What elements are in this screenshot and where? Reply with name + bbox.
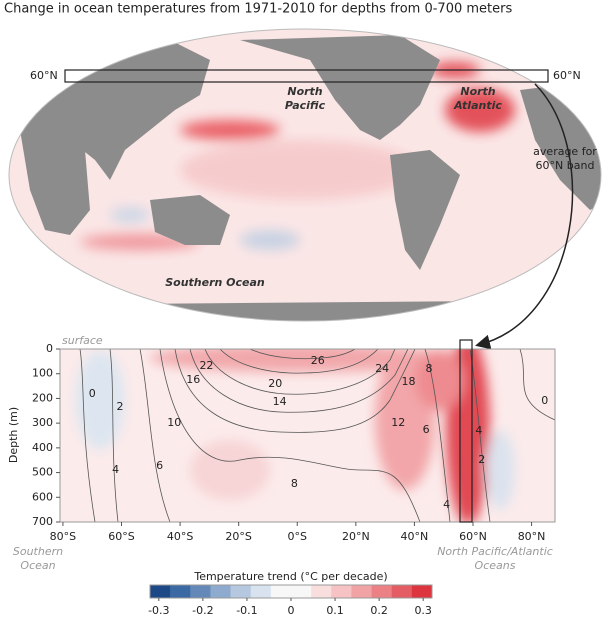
colorbar-tick-label: 0 <box>288 604 295 617</box>
contour-label: 6 <box>156 459 163 472</box>
contour-label: 14 <box>273 395 287 408</box>
y-tick-label: 500 <box>32 466 53 479</box>
y-tick-label: 700 <box>32 515 53 528</box>
region-label: Atlantic <box>453 99 502 112</box>
contour-label: 4 <box>112 463 119 476</box>
x-note: Oceans <box>475 559 516 572</box>
contour-label: 12 <box>391 416 405 429</box>
contour-label: 24 <box>375 362 389 375</box>
contour-label: 0 <box>541 394 548 407</box>
x-tick-label: 40°S <box>167 530 193 543</box>
band-label: 60°N <box>30 69 58 82</box>
y-tick-label: 400 <box>32 441 53 454</box>
contour-label: 18 <box>402 375 416 388</box>
callout: average for <box>533 145 597 158</box>
colorbar-tick-label: -0.1 <box>236 604 257 617</box>
colorbar-cell <box>391 585 413 598</box>
x-tick-label: 0°S <box>288 530 307 543</box>
colorbar-cell <box>270 585 292 598</box>
contour-label: 26 <box>311 354 325 367</box>
colorbar-cell <box>170 585 191 598</box>
colorbar-tick-label: -0.2 <box>192 604 213 617</box>
colorbar-cell <box>291 585 312 598</box>
colorbar-cell <box>411 585 433 598</box>
colorbar-tick-label: 0.2 <box>370 604 388 617</box>
colorbar-cell <box>190 585 211 598</box>
y-tick-label: 200 <box>32 391 53 404</box>
colorbar-cell <box>250 585 272 598</box>
region-label: North <box>460 85 495 98</box>
colorbar-cell <box>150 585 171 598</box>
colorbar-cell <box>331 585 352 598</box>
contour-label: 4 <box>475 424 482 437</box>
contour-label: 2 <box>117 400 124 413</box>
arrow <box>475 83 574 350</box>
x-note: Southern <box>13 545 63 558</box>
y-tick-label: 0 <box>46 342 53 355</box>
contour-label: 20 <box>268 377 282 390</box>
contour-label: 10 <box>167 416 181 429</box>
contour-label: 4 <box>443 498 450 511</box>
contour-label: 2 <box>478 453 485 466</box>
x-note: Ocean <box>20 559 55 572</box>
map <box>9 29 601 321</box>
x-tick-label: 20°S <box>225 530 251 543</box>
x-tick-label: 80°N <box>518 530 546 543</box>
y-tick-label: 300 <box>32 416 53 429</box>
y-axis-label: Depth (m) <box>7 407 20 463</box>
contour-label: 8 <box>291 477 298 490</box>
colorbar-cell <box>230 585 252 598</box>
region-label: North <box>287 85 322 98</box>
x-note: North Pacific/Atlantic <box>437 545 553 558</box>
callout: 60°N band <box>536 159 595 172</box>
band-label: 60°N <box>553 69 581 82</box>
x-tick-label: 80°S <box>50 530 76 543</box>
colorbar-tick-label: 0.3 <box>414 604 432 617</box>
colorbar-cell <box>210 585 231 598</box>
colorbar-cell <box>311 585 332 598</box>
y-tick-label: 600 <box>32 490 53 503</box>
x-tick-label: 40°N <box>401 530 429 543</box>
contour-label: 0 <box>89 387 96 400</box>
x-tick-label: 60°S <box>108 530 134 543</box>
colorbar-title: Temperature trend (°C per decade) <box>193 570 387 583</box>
colorbar-cell <box>371 585 393 598</box>
region-label: Southern Ocean <box>165 276 265 289</box>
region-label: Pacific <box>285 99 326 112</box>
x-tick-label: 20°N <box>342 530 370 543</box>
contour-label: 6 <box>423 423 430 436</box>
y-tick-label: 100 <box>32 367 53 380</box>
x-tick-label: 60°N <box>459 530 487 543</box>
colorbar-cell <box>351 585 372 598</box>
contour-label: 22 <box>199 359 213 372</box>
colorbar-tick-label: -0.3 <box>148 604 169 617</box>
title: Change in ocean temperatures from 1971-2… <box>4 2 512 17</box>
contour-label: 16 <box>186 373 200 386</box>
surface-label: surface <box>62 334 103 347</box>
contour-label: 8 <box>426 362 433 375</box>
colorbar-tick-label: 0.1 <box>326 604 344 617</box>
